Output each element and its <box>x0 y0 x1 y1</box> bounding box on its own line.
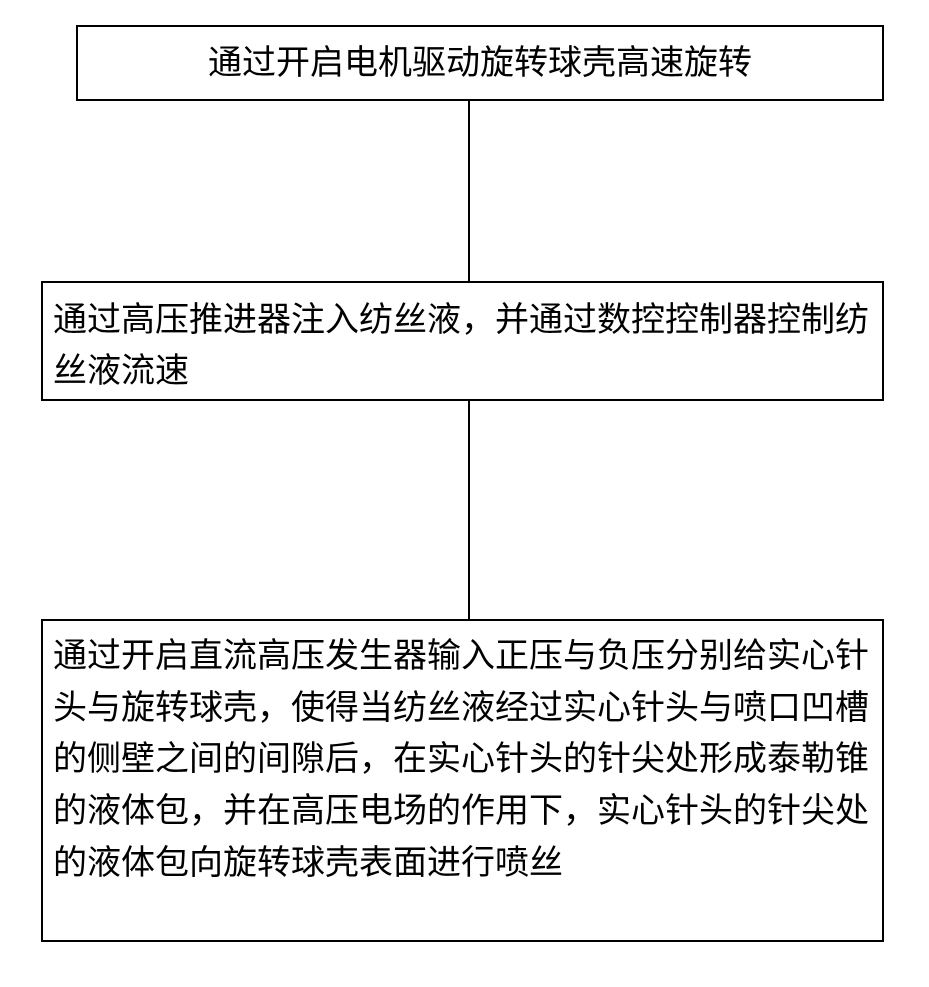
node-2-text: 通过高压推进器注入纺丝液，并通过数控控制器控制纺丝液流速 <box>53 295 872 397</box>
connector-1-to-2 <box>468 101 470 281</box>
node-1-text: 通过开启电机驱动旋转球壳高速旋转 <box>208 38 752 89</box>
flowchart-node-3: 通过开启直流高压发生器输入正压与负压分别给实心针头与旋转球壳，使得当纺丝液经过实… <box>41 619 884 942</box>
connector-2-to-3 <box>468 401 470 619</box>
flowchart-node-1: 通过开启电机驱动旋转球壳高速旋转 <box>76 25 884 101</box>
flowchart-node-2: 通过高压推进器注入纺丝液，并通过数控控制器控制纺丝液流速 <box>41 281 884 401</box>
node-3-text: 通过开启直流高压发生器输入正压与负压分别给实心针头与旋转球壳，使得当纺丝液经过实… <box>53 631 872 889</box>
flowchart-container: 通过开启电机驱动旋转球壳高速旋转 通过高压推进器注入纺丝液，并通过数控控制器控制… <box>0 0 929 987</box>
